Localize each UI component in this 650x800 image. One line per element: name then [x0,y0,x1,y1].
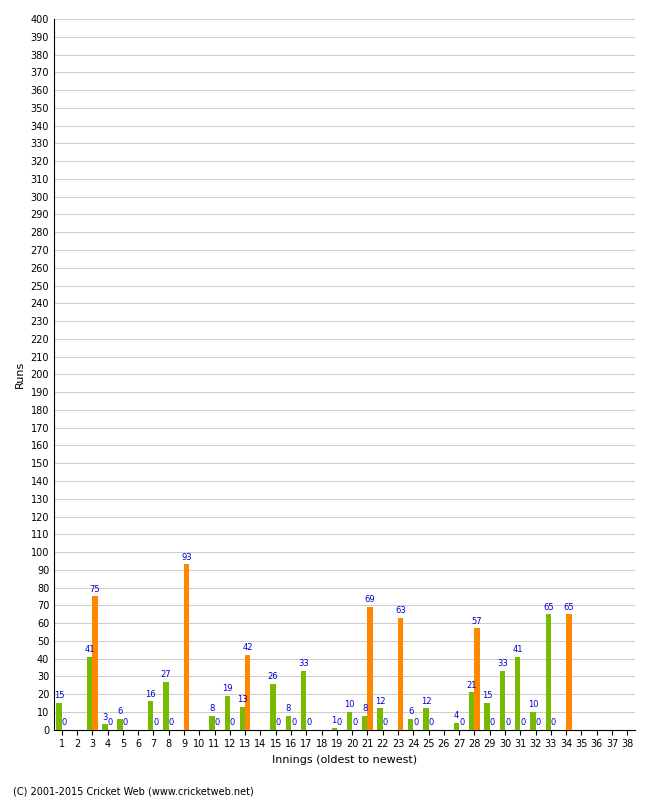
Text: 33: 33 [497,659,508,669]
Y-axis label: Runs: Runs [15,361,25,388]
Text: 15: 15 [54,691,64,701]
Text: 0: 0 [505,718,510,727]
Bar [367,607,373,730]
Bar [118,719,123,730]
Text: 19: 19 [222,684,233,694]
Text: 27: 27 [161,670,172,679]
Bar [398,618,404,730]
Text: 0: 0 [521,718,526,727]
Bar [515,657,521,730]
Bar [423,709,428,730]
Bar [245,655,250,730]
Text: 63: 63 [395,606,406,615]
Bar [163,682,169,730]
Text: 0: 0 [383,718,388,727]
Bar [362,715,367,730]
Text: 8: 8 [285,704,291,713]
X-axis label: Innings (oldest to newest): Innings (oldest to newest) [272,755,417,765]
Bar [301,671,306,730]
Text: 0: 0 [306,718,311,727]
Text: 33: 33 [298,659,309,669]
Bar [102,724,107,730]
Text: 6: 6 [118,707,123,716]
Bar [454,722,459,730]
Bar [469,693,474,730]
Text: 13: 13 [237,695,248,704]
Text: 4: 4 [454,711,459,720]
Text: 0: 0 [230,718,235,727]
Text: 93: 93 [181,553,192,562]
Text: 26: 26 [268,672,278,681]
Text: 0: 0 [291,718,296,727]
Text: 75: 75 [90,585,100,594]
Text: 41: 41 [512,646,523,654]
Bar [347,712,352,730]
Text: 8: 8 [209,704,215,713]
Text: 0: 0 [428,718,434,727]
Text: 10: 10 [528,700,538,710]
Text: 0: 0 [169,718,174,727]
Bar [474,629,480,730]
Bar [545,614,551,730]
Text: 0: 0 [490,718,495,727]
Bar [530,712,536,730]
Bar [500,671,505,730]
Bar [224,696,230,730]
Bar [566,614,571,730]
Bar [92,597,98,730]
Text: 42: 42 [242,643,253,653]
Text: 0: 0 [62,718,67,727]
Bar [270,683,276,730]
Text: 12: 12 [375,697,385,706]
Bar [148,702,153,730]
Text: 0: 0 [214,718,220,727]
Text: 15: 15 [482,691,492,701]
Bar [240,706,245,730]
Text: 0: 0 [337,718,342,727]
Bar [57,703,62,730]
Text: 65: 65 [543,602,554,611]
Text: 0: 0 [460,718,465,727]
Text: 69: 69 [365,595,376,605]
Bar [87,657,92,730]
Text: 12: 12 [421,697,431,706]
Text: 0: 0 [108,718,113,727]
Text: 16: 16 [146,690,156,698]
Text: 8: 8 [362,704,367,713]
Bar [484,703,489,730]
Text: (C) 2001-2015 Cricket Web (www.cricketweb.net): (C) 2001-2015 Cricket Web (www.cricketwe… [13,786,254,796]
Text: 41: 41 [84,646,95,654]
Bar [332,728,337,730]
Text: 6: 6 [408,707,413,716]
Text: 0: 0 [123,718,128,727]
Text: 21: 21 [467,681,477,690]
Text: 0: 0 [153,718,159,727]
Bar [184,565,189,730]
Bar [209,715,215,730]
Text: 0: 0 [413,718,419,727]
Text: 0: 0 [276,718,281,727]
Bar [378,709,383,730]
Text: 0: 0 [352,718,358,727]
Text: 0: 0 [536,718,541,727]
Text: 57: 57 [472,617,482,626]
Bar [408,719,413,730]
Text: 10: 10 [344,700,355,710]
Text: 0: 0 [551,718,556,727]
Bar [285,715,291,730]
Text: 65: 65 [564,602,574,611]
Text: 3: 3 [102,713,107,722]
Text: 1: 1 [332,716,337,726]
